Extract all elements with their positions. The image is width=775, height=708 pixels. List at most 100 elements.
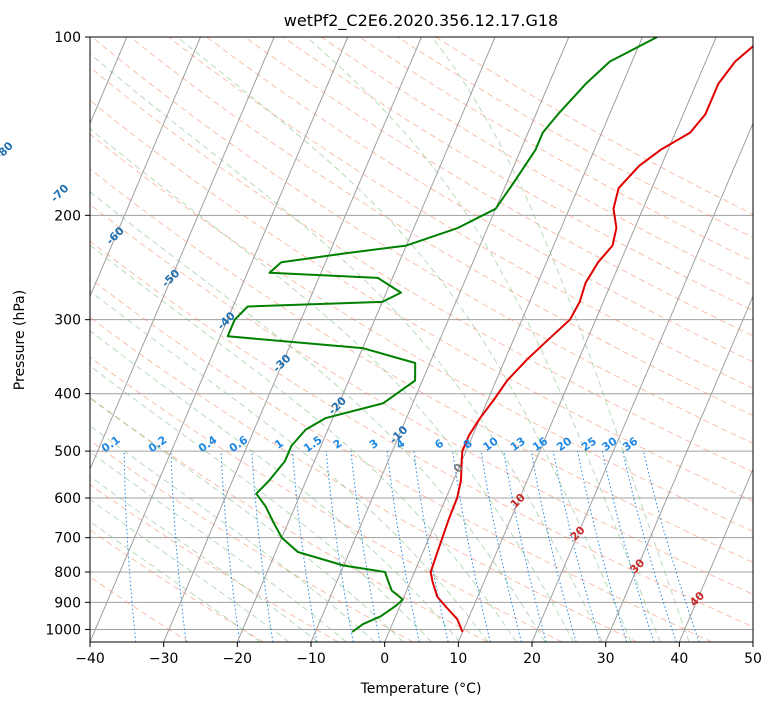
isotherm-line: [90, 37, 349, 642]
moist-adiabat-line: [90, 330, 461, 642]
mixing-ratio-line: [452, 451, 491, 642]
dry-adiabat-line: [90, 203, 753, 595]
mixing-ratio-label: 0.6: [227, 433, 251, 455]
isotherm-label: -30: [270, 351, 293, 374]
mixing-ratio-label: 1.5: [301, 433, 324, 455]
dry-adiabat-line: [168, 37, 753, 389]
isotherm-label: -80: [0, 139, 16, 162]
isotherm-label: 40: [687, 589, 707, 609]
y-tick-label: 900: [54, 595, 81, 611]
isotherm-line: [678, 467, 753, 642]
mixing-ratio-label: 3: [367, 437, 381, 452]
moist-adiabats-layer: [90, 37, 690, 642]
mixing-ratio-line: [480, 451, 522, 642]
mixing-ratio-line: [386, 451, 420, 642]
isotherm-line: [531, 122, 753, 642]
mixing-ratio-line: [622, 450, 677, 642]
y-axis: 100 200 300 400 500 600 700 800 900 1000: [45, 30, 90, 638]
dry-adiabat-line: [90, 356, 563, 642]
x-axis: −40 −30 −20 −10 0 10 20 30 40 50: [75, 642, 762, 667]
temperature-profile-line: [429, 45, 753, 633]
dry-adiabat-line: [435, 37, 753, 215]
x-tick-label: −10: [296, 651, 326, 667]
mixing-ratio-line: [325, 451, 354, 642]
moist-adiabat-line: [90, 451, 347, 642]
dry-adiabat-line: [359, 37, 753, 262]
dry-adiabat-line: [90, 529, 264, 642]
mixing-ratio-line: [123, 451, 137, 642]
isotherm-label: -50: [159, 266, 182, 289]
isotherm-line: [752, 640, 753, 642]
dry-adiabat-line: [90, 483, 339, 642]
isotherm-line: [236, 37, 496, 642]
mixing-ratio-line: [503, 451, 547, 642]
y-tick-label: 700: [54, 531, 81, 547]
mixing-ratio-label: 0.4: [196, 433, 220, 455]
isotherm-line: [310, 37, 570, 642]
x-tick-label: −30: [149, 651, 179, 667]
isotherm-line: [90, 37, 201, 298]
dewpoint-profile-line: [226, 37, 658, 633]
x-tick-label: 30: [597, 651, 615, 667]
dry-adiabat-line: [90, 576, 190, 642]
y-tick-label: 200: [54, 208, 81, 224]
dry-adiabat-line: [90, 133, 753, 533]
dry-adiabats-layer: [90, 37, 753, 642]
x-tick-label: 10: [449, 651, 467, 667]
x-tick-label: 0: [380, 651, 389, 667]
isotherms-layer: [90, 37, 753, 642]
moist-adiabat-line: [90, 520, 261, 642]
y-tick-label: 600: [54, 491, 81, 507]
isotherm-line: [457, 37, 717, 642]
isotherm-line: [90, 37, 275, 471]
y-tick-label: 1000: [45, 622, 81, 638]
dry-adiabat-line: [90, 440, 414, 642]
x-tick-label: −20: [223, 651, 253, 667]
dry-adiabat-line: [90, 168, 753, 563]
x-tick-label: 50: [744, 651, 762, 667]
y-tick-label: 100: [54, 30, 81, 46]
y-axis-label: Pressure (hPa): [12, 290, 28, 390]
plot-frame: [89, 36, 754, 643]
isotherm-label: -20: [326, 394, 349, 417]
series-layer: [226, 37, 753, 633]
dry-adiabat-line: [90, 278, 712, 642]
mixing-ratio-line: [577, 451, 628, 642]
dry-adiabat-line: [90, 397, 488, 642]
moist-adiabat-line: [90, 425, 376, 642]
x-tick-label: 40: [670, 651, 688, 667]
moist-adiabat-line: [431, 37, 690, 642]
isotherm-line: [384, 37, 643, 642]
moist-adiabat-line: [177, 37, 632, 642]
isotherm-line: [163, 37, 422, 642]
isotherm-label: -70: [48, 181, 71, 204]
moist-adiabat-line: [90, 396, 404, 642]
isotherm-line: [605, 295, 753, 642]
isotherm-label: -10: [387, 423, 410, 446]
mixing-ratio-line: [350, 451, 381, 642]
isotherm-label: -60: [104, 224, 127, 247]
mixing-ratio-line: [530, 451, 577, 642]
moist-adiabat-line: [90, 128, 575, 642]
x-tick-label: 20: [523, 651, 541, 667]
dry-adiabat-line: [282, 37, 753, 312]
mixing-ratio-line: [291, 451, 318, 642]
y-tick-label: 300: [54, 313, 81, 329]
x-tick-label: −40: [75, 651, 105, 667]
moist-adiabat-line: [90, 475, 319, 642]
mixing-ratio-line: [251, 451, 274, 642]
isotherm-label: -40: [215, 309, 238, 332]
y-tick-label: 500: [54, 444, 81, 460]
grid-layer: [90, 37, 753, 630]
isotherm-label: 20: [568, 523, 588, 543]
mixing-ratio-line: [643, 450, 700, 642]
x-axis-label: Temperature (°C): [360, 681, 482, 697]
dry-adiabat-line: [130, 37, 753, 417]
chart-title: wetPf2_C2E6.2020.356.12.17.G18: [284, 11, 558, 31]
mixing-ratio-line: [601, 451, 655, 642]
mixing-ratio-line: [220, 451, 241, 642]
dry-adiabat-line: [90, 66, 753, 473]
moist-adiabat-line: [90, 52, 603, 642]
y-tick-label: 800: [54, 565, 81, 581]
